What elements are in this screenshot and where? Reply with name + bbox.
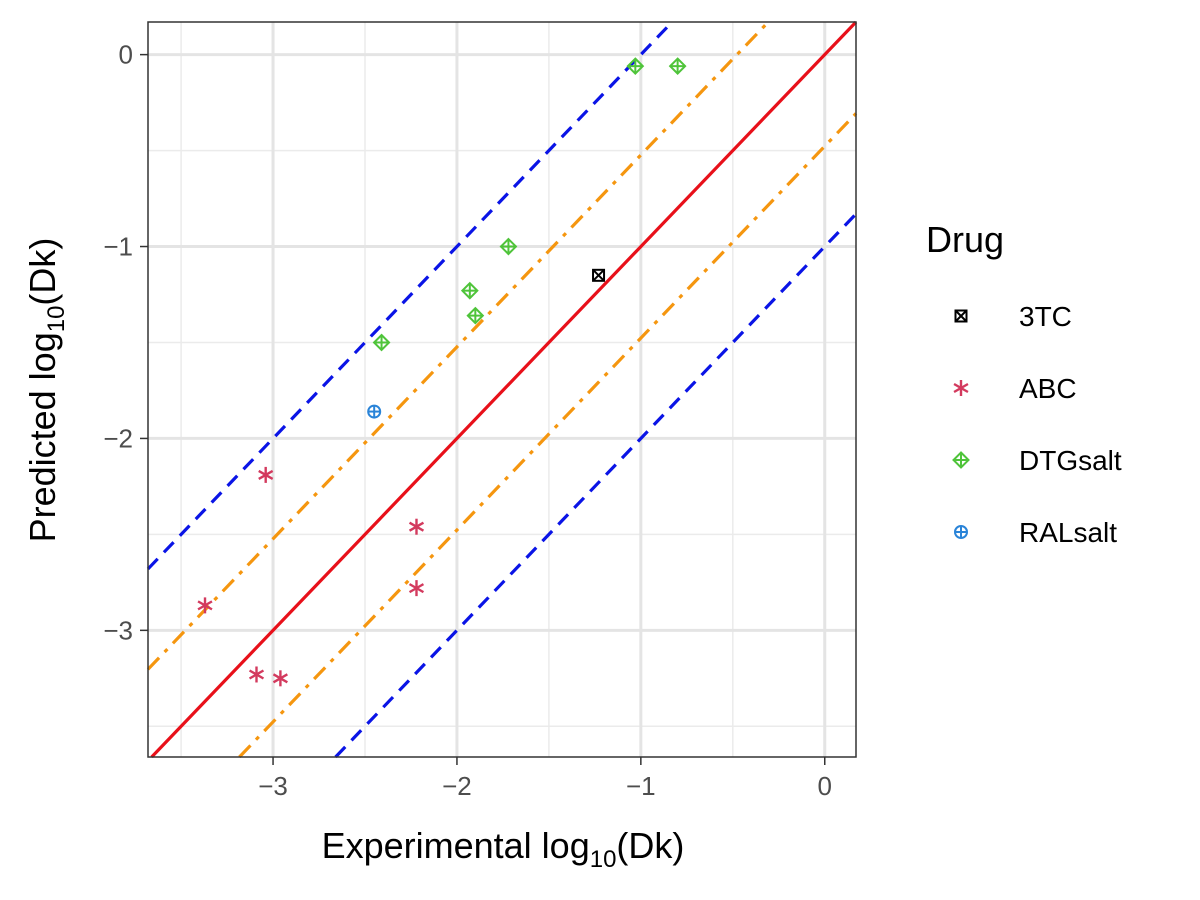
- data-point-abc: [408, 580, 425, 597]
- y-axis-ticks: −3 −2 −1 0: [103, 40, 148, 645]
- identity-line: [150, 20, 858, 759]
- data-point-dtgsalt: [460, 281, 479, 300]
- data-point-dtgsalt: [499, 237, 518, 256]
- legend-title: Drug: [926, 219, 1004, 260]
- legend-label: ABC: [1019, 373, 1077, 404]
- x-axis-ticks: −3 −2 −1 0: [258, 757, 832, 801]
- data-point-ralsalt: [367, 404, 382, 419]
- legend-item: RALsalt: [954, 517, 1117, 548]
- legend-item: DTGsalt: [952, 445, 1122, 476]
- data-point-3tc: [592, 268, 606, 282]
- x-tick-label: 0: [818, 771, 832, 801]
- x-tick-label: −2: [442, 771, 472, 801]
- data-point-abc: [248, 666, 265, 683]
- data-point-dtgsalt: [668, 57, 687, 76]
- legend: Drug 3TC ABC DTGsalt RALsalt: [926, 219, 1122, 548]
- major-gridlines: [148, 22, 856, 757]
- fold-line: [238, 112, 858, 759]
- panel-border: [147, 21, 857, 758]
- data-point-abc: [408, 518, 425, 535]
- fold-line: [146, 20, 674, 571]
- data-point-dtgsalt: [626, 57, 645, 76]
- x-tick-label: −3: [258, 771, 288, 801]
- fold-line: [146, 20, 770, 671]
- legend-key-3tc: [954, 309, 968, 323]
- data-point-abc: [272, 670, 288, 687]
- legend-label: 3TC: [1019, 301, 1072, 332]
- y-tick-label: −1: [103, 232, 133, 262]
- fold-line: [334, 212, 858, 759]
- y-tick-label: 0: [119, 40, 133, 70]
- data-point-abc: [197, 597, 213, 614]
- minor-gridlines: [148, 22, 856, 757]
- data-point-dtgsalt: [372, 333, 391, 352]
- y-tick-label: −3: [103, 615, 133, 645]
- y-tick-label: −2: [103, 423, 133, 453]
- data-point-abc: [258, 466, 274, 483]
- legend-key-abc: [953, 380, 969, 396]
- y-axis-title: Predicted log10(Dk): [22, 238, 70, 543]
- legend-label: DTGsalt: [1019, 445, 1122, 476]
- x-tick-label: −1: [626, 771, 656, 801]
- legend-key-dtgsalt: [952, 451, 970, 469]
- data-point-dtgsalt: [466, 306, 485, 325]
- legend-key-ralsalt: [954, 525, 968, 539]
- reference-lines: [146, 20, 858, 759]
- data-points: [197, 57, 687, 687]
- legend-item: ABC: [953, 373, 1077, 404]
- legend-item: 3TC: [954, 301, 1072, 332]
- legend-label: RALsalt: [1019, 517, 1117, 548]
- x-axis-title: Experimental log10(Dk): [322, 825, 685, 873]
